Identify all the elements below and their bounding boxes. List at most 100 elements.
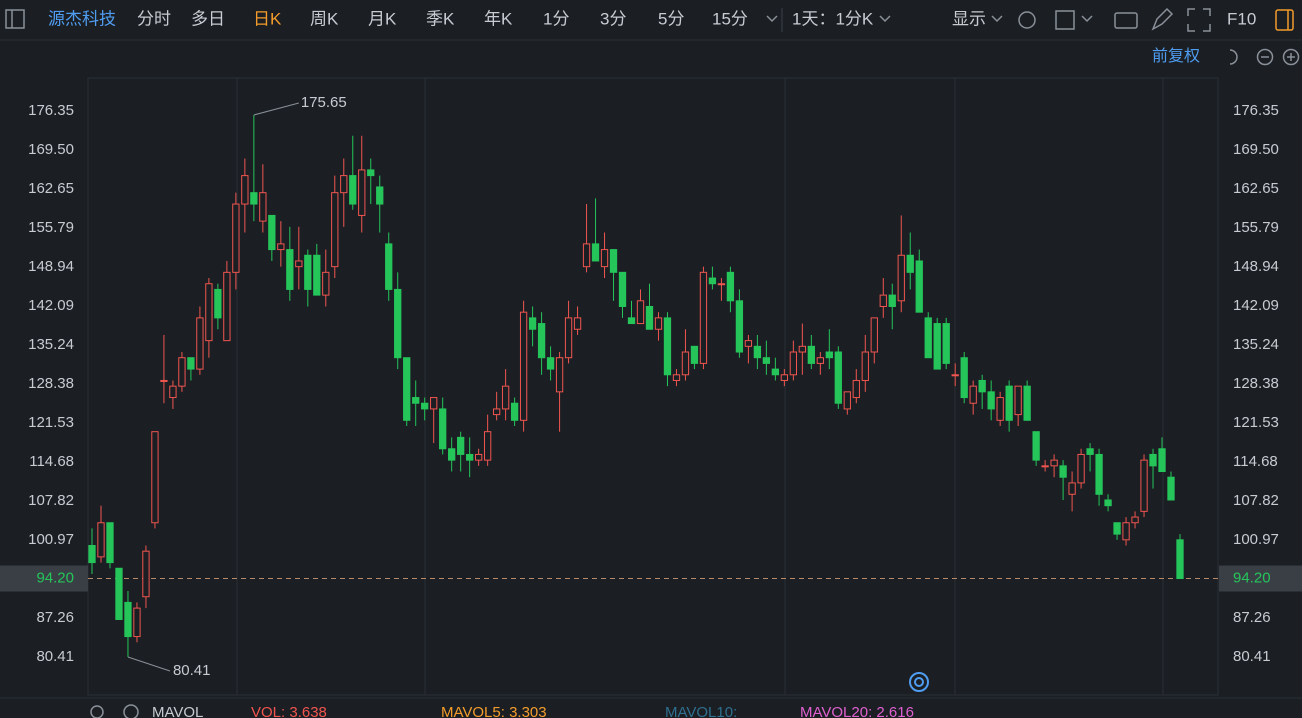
indicator-name[interactable]: MAVOL	[152, 704, 203, 718]
y-tick-label: 114.68	[1233, 453, 1278, 470]
candle-body	[124, 601, 132, 638]
locate-icon[interactable]	[909, 672, 929, 692]
y-tick-label: 155.79	[1233, 219, 1279, 236]
candle-body	[501, 385, 510, 410]
candle-body	[259, 192, 267, 222]
display-menu[interactable]: 显示	[952, 9, 986, 28]
y-tick-label: 87.26	[1233, 609, 1271, 626]
y-tick-label: 162.65	[28, 180, 74, 197]
candle-body	[1050, 459, 1058, 467]
y-tick-label: 94.20	[1233, 569, 1271, 586]
candle-body	[1086, 448, 1094, 455]
candle-body	[798, 345, 806, 353]
candle-body	[1113, 522, 1121, 535]
period-tab[interactable]: 年K	[484, 9, 513, 28]
candle-body	[106, 522, 114, 564]
candle-body	[933, 323, 941, 370]
zoom-out-icon[interactable]	[1256, 48, 1274, 66]
screenshot-icon[interactable]	[1114, 12, 1138, 29]
candle-body	[88, 545, 96, 564]
reset-icon[interactable]	[1229, 49, 1238, 65]
y-tick-label: 142.09	[28, 297, 74, 314]
candle-body	[645, 305, 654, 330]
draw-icon[interactable]	[1151, 7, 1174, 31]
y-tick-label: 80.41	[36, 648, 74, 665]
plot: 176.35 176.35 169.50 169.50 162.65 162.65 155.…	[0, 94, 1302, 679]
period-tab[interactable]: 3分	[600, 9, 626, 28]
candle-body	[663, 317, 672, 376]
candle-body	[474, 453, 483, 461]
candle-body	[1014, 385, 1022, 416]
settings-icon[interactable]	[1018, 11, 1036, 29]
candle-body	[1077, 453, 1085, 484]
candle-body	[376, 186, 384, 205]
vol-value: VOL: 3.638	[251, 704, 327, 718]
candle-body	[1023, 385, 1031, 421]
candle-body	[151, 431, 159, 524]
candle-body	[735, 300, 744, 353]
period-tab[interactable]: 周K	[310, 9, 339, 28]
candle-body	[780, 374, 789, 381]
layout-icon[interactable]	[1055, 10, 1075, 30]
candle-body	[457, 436, 465, 455]
indicator-close[interactable]	[123, 704, 139, 718]
zoom-in-icon[interactable]	[1282, 48, 1300, 66]
y-tick-label: 80.41	[1233, 648, 1271, 665]
stock-name[interactable]: 源杰科技	[48, 9, 116, 28]
candle-body	[295, 260, 303, 268]
candle-body	[987, 391, 995, 410]
candle-body	[573, 317, 582, 330]
period-tab[interactable]: 5分	[658, 9, 684, 28]
panel-icon[interactable]	[1275, 9, 1294, 31]
y-tick-label: 148.94	[1233, 258, 1279, 275]
f10-button[interactable]: F10	[1227, 9, 1256, 28]
candle-body	[1167, 476, 1175, 501]
adjust-mode[interactable]: 前复权	[1152, 47, 1200, 65]
candle-body	[717, 283, 726, 286]
y-tick-label: 135.24	[1233, 336, 1279, 353]
period-tab[interactable]: 日K	[253, 9, 282, 28]
candle-body	[942, 323, 950, 364]
dropdown-arrow	[879, 15, 891, 23]
candle-body	[843, 391, 851, 410]
candle-body	[762, 357, 771, 364]
period-tab[interactable]: 1分	[543, 9, 569, 28]
last-price-box	[1219, 565, 1302, 592]
candle-body	[115, 567, 123, 620]
candle-body	[394, 288, 402, 359]
period-tab[interactable]: 多日	[191, 9, 225, 28]
mavol20-value: MAVOL20: 2.616	[800, 704, 914, 718]
sidebar-toggle[interactable]	[5, 9, 25, 29]
candle-body	[789, 351, 798, 376]
candle-body	[510, 402, 519, 421]
candle-body	[744, 340, 753, 347]
candle-body	[888, 294, 896, 307]
candle-body	[322, 271, 330, 296]
candle-body	[223, 271, 231, 342]
candle-body	[492, 408, 501, 416]
candle-body	[232, 203, 240, 273]
period-select[interactable]: 1天：1分K	[792, 9, 874, 28]
period-tab[interactable]: 月K	[368, 9, 397, 28]
candle-body	[771, 368, 780, 376]
dropdown-arrow	[991, 15, 1003, 23]
indicator-settings[interactable]	[90, 705, 104, 718]
candle-body	[816, 357, 824, 364]
candle-body	[313, 254, 321, 296]
dropdown-arrow	[1081, 15, 1093, 23]
candle-body	[807, 345, 815, 364]
y-tick-label: 94.20	[36, 569, 74, 586]
period-tab[interactable]: 季K	[426, 9, 455, 28]
candle-body	[196, 317, 204, 370]
candle-body	[466, 453, 474, 461]
period-tab[interactable]: 分时	[137, 9, 171, 28]
candle-body	[1149, 453, 1157, 467]
period-tab[interactable]: 15分	[712, 9, 748, 28]
candle-body	[304, 254, 312, 290]
candle-body	[1095, 453, 1103, 495]
candle-body	[555, 357, 564, 393]
fullscreen-icon[interactable]	[1187, 8, 1211, 32]
